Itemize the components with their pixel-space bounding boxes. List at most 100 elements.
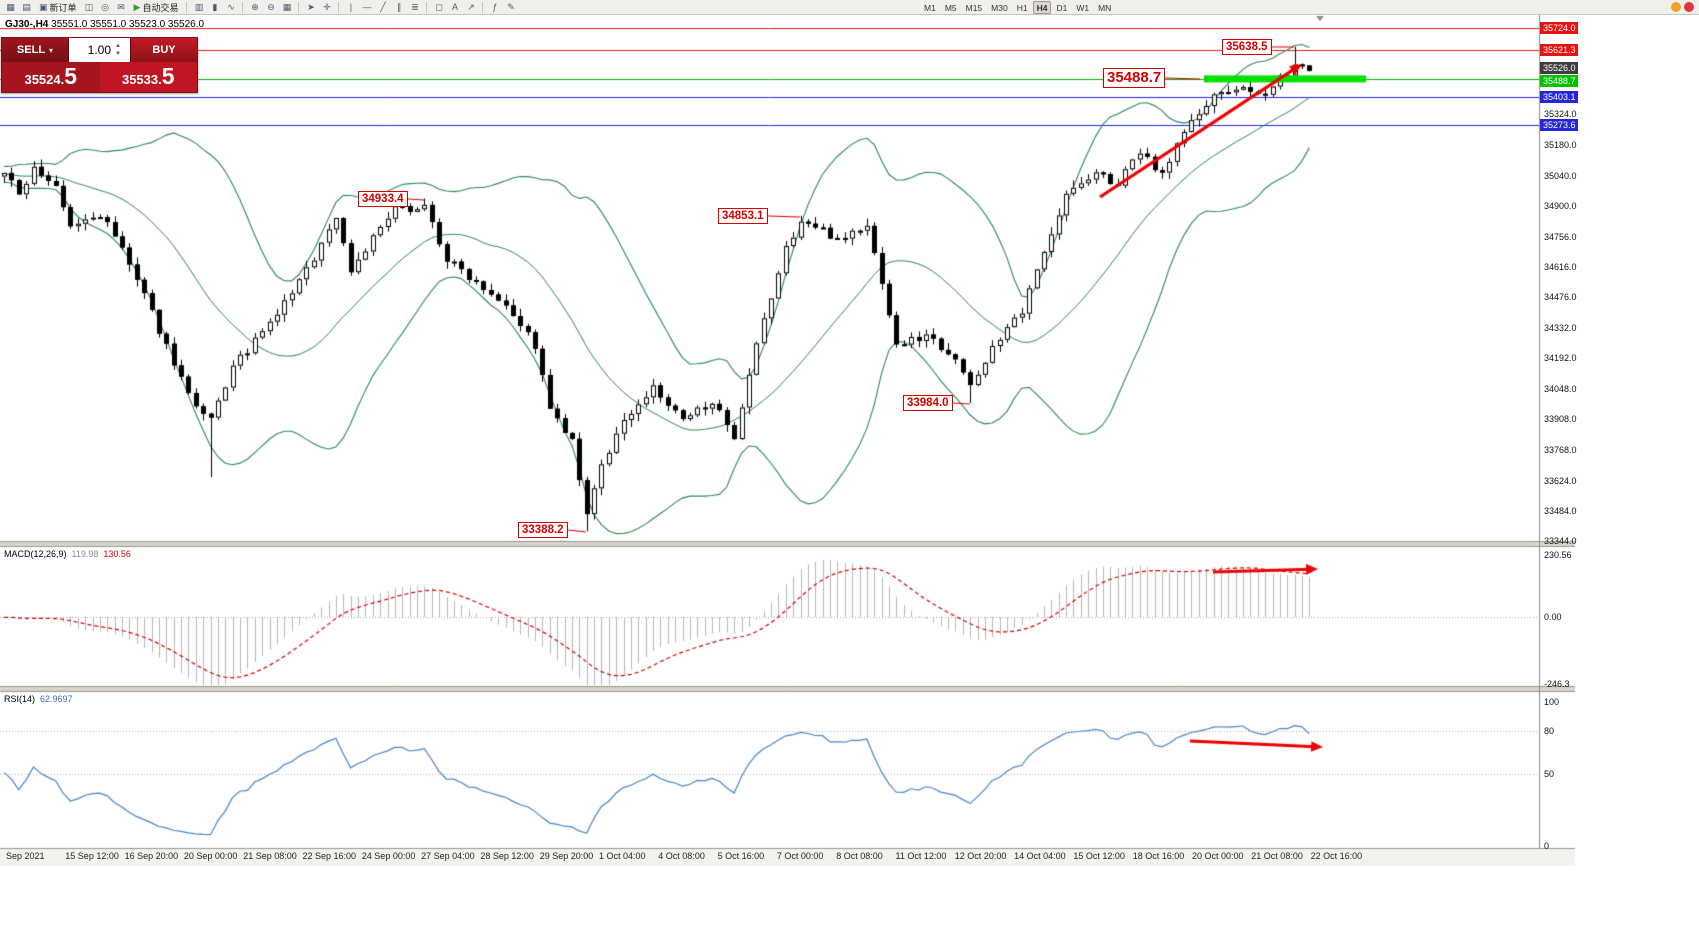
channel-icon[interactable]: ∥ <box>396 1 402 12</box>
rsi-axis-label: 50 <box>1544 769 1555 779</box>
auto-trading-button-glyph: ▶ <box>133 1 141 12</box>
new-order-button[interactable]: ▣ 新订单 <box>35 1 81 14</box>
vertical-line-icon[interactable]: | <box>349 2 353 12</box>
shapes-icon[interactable]: ◻ <box>435 1 443 12</box>
crosshair-icon[interactable]: ✛ <box>323 1 331 12</box>
timeframe-mn[interactable]: MN <box>1098 2 1112 13</box>
macd-indicator-label: MACD(12,26,9) 119.98 130.56 <box>4 549 131 559</box>
community-status-icon[interactable] <box>1671 2 1681 12</box>
rsi-indicator-label: RSI(14) 62.9697 <box>4 694 73 704</box>
timeframe-d1[interactable]: D1 <box>1056 2 1068 13</box>
volume-decrease-button[interactable]: ▼ <box>115 51 121 57</box>
price-badge-35488.7: 35488.7 <box>1540 74 1578 87</box>
timeframe-toolbar: M1 M5 M15 M30 H1 H4 D1 W1 MN <box>920 1 1115 14</box>
one-click-trading-panel: SELL ▾ ▲ ▼ BUY 35524. 5 35533. 5 <box>1 37 198 93</box>
timeframe-m30[interactable]: M30 <box>991 2 1008 13</box>
volume-stepper: ▲ ▼ <box>113 42 123 58</box>
price-axis-tick: 34616.0 <box>1544 261 1577 272</box>
fibonacci-icon[interactable]: ≣ <box>411 1 419 12</box>
time-axis-label: 8 Oct 08:00 <box>836 851 883 861</box>
price-callout: 35638.5 <box>1222 39 1272 55</box>
data-window-icon[interactable]: ◎ <box>101 1 109 12</box>
horizontal-line-icon[interactable]: ― <box>362 2 372 12</box>
mailbox-icon[interactable]: ✉ <box>117 1 125 12</box>
price-callout: 33388.2 <box>518 522 568 538</box>
auto-trading-button[interactable]: ▶ 自动交易 <box>130 1 183 14</box>
macd-axis-label: 0.00 <box>1544 612 1562 622</box>
cursor-icon[interactable]: ➤ <box>307 1 315 12</box>
text-label-icon[interactable]: A <box>451 2 458 12</box>
timeframe-w1[interactable]: W1 <box>1076 2 1090 13</box>
price-axis-tick: 35040.0 <box>1544 170 1577 181</box>
price-badge-35273.6: 35273.6 <box>1540 119 1578 132</box>
arrow-object-icon[interactable]: ↗ <box>467 1 475 12</box>
candlestick-chart-icon[interactable]: ▮ <box>212 1 218 12</box>
toolbar-separator <box>298 1 300 13</box>
time-axis-label: 7 Oct 00:00 <box>776 851 824 861</box>
volume-input[interactable] <box>69 43 111 57</box>
time-axis-label: 20 Sep 00:00 <box>183 851 238 861</box>
market-watch-icon[interactable]: ◫ <box>84 1 94 12</box>
volume-increase-button[interactable]: ▲ <box>115 43 121 49</box>
time-axis-label: 28 Sep 12:00 <box>480 851 534 861</box>
time-axis-label: 27 Sep 04:00 <box>421 851 475 861</box>
sell-price[interactable]: 35524. 5 <box>2 62 100 92</box>
sell-button[interactable]: SELL ▾ <box>2 38 68 62</box>
new-order-button-label: 新订单 <box>49 2 77 13</box>
price-axis-tick: 34048.0 <box>1544 384 1577 395</box>
rsi-axis-label: 80 <box>1544 725 1555 736</box>
time-axis-label: 22 Sep 16:00 <box>302 851 357 861</box>
ohlc-values: 35551.0 35551.0 35523.0 35526.0 <box>51 19 205 30</box>
price-axis-tick: 34332.0 <box>1544 323 1577 334</box>
time-axis-label: 20 Oct 00:00 <box>1192 851 1244 861</box>
chevron-down-icon[interactable]: ▾ <box>49 45 54 55</box>
trendline-icon[interactable]: ╱ <box>380 1 386 12</box>
line-chart-icon[interactable]: ∿ <box>227 1 235 12</box>
time-axis-label: 29 Sep 20:00 <box>539 851 594 861</box>
toolbar-separator <box>242 1 244 13</box>
timeframe-m1[interactable]: M1 <box>924 2 936 13</box>
time-axis-label: 21 Sep 08:00 <box>243 851 297 861</box>
sell-label: SELL <box>16 44 46 56</box>
price-axis-tick: 33624.0 <box>1544 475 1577 486</box>
auto-trading-button-label: 自动交易 <box>142 2 179 13</box>
zoom-in-icon[interactable]: ⊕ <box>251 1 259 12</box>
buy-button[interactable]: BUY <box>131 38 197 62</box>
price-axis-tick: 34756.0 <box>1544 231 1577 242</box>
timeframe-h1[interactable]: H1 <box>1016 2 1028 13</box>
symbol-name: GJ30-,H4 <box>5 19 49 30</box>
toolbar-separator <box>426 1 428 13</box>
timeframe-h4[interactable]: H4 <box>1032 1 1052 14</box>
price-callout: 34933.4 <box>358 191 408 207</box>
volume-box: ▲ ▼ <box>68 38 131 62</box>
price-axis-tick: 33908.0 <box>1544 414 1577 425</box>
price-axis-tick: 34476.0 <box>1544 292 1577 303</box>
chart-profiles-icon[interactable]: ▤ <box>22 1 31 12</box>
timeframe-m15[interactable]: M15 <box>965 2 983 13</box>
time-axis-label: 12 Oct 20:00 <box>954 851 1007 861</box>
price-axis-tick: 35324.0 <box>1544 109 1577 120</box>
rsi-axis-label: 100 <box>1544 697 1560 707</box>
time-axis-label: 5 Oct 16:00 <box>717 851 765 861</box>
price-badge-35621.3: 35621.3 <box>1540 44 1578 57</box>
buy-price[interactable]: 35533. 5 <box>99 62 197 92</box>
bar-chart-icon[interactable]: ▥ <box>194 1 204 12</box>
zoom-out-icon[interactable]: ⊖ <box>267 1 275 12</box>
time-axis-label: 24 Sep 00:00 <box>361 851 416 861</box>
tile-windows-icon[interactable]: ▦ <box>282 1 292 12</box>
macd-axis-label: 230.56 <box>1544 549 1572 560</box>
time-axis-label: 18 Oct 16:00 <box>1132 851 1185 861</box>
timeframe-m5[interactable]: M5 <box>944 2 957 13</box>
alert-status-icon[interactable] <box>1684 2 1694 12</box>
indicators-icon[interactable]: ƒ <box>492 2 498 12</box>
price-axis-tick: 35180.0 <box>1544 140 1577 151</box>
toolbar-separator <box>482 1 484 13</box>
time-axis-label: 22 Oct 16:00 <box>1310 851 1363 861</box>
templates-icon[interactable]: ✎ <box>507 1 515 12</box>
new-chart-icon[interactable]: ▦ <box>6 1 15 12</box>
time-axis-label: 14 Oct 04:00 <box>1014 851 1066 861</box>
time-axis-label: 15 Oct 12:00 <box>1073 851 1125 861</box>
toolbar-separator <box>186 1 188 13</box>
